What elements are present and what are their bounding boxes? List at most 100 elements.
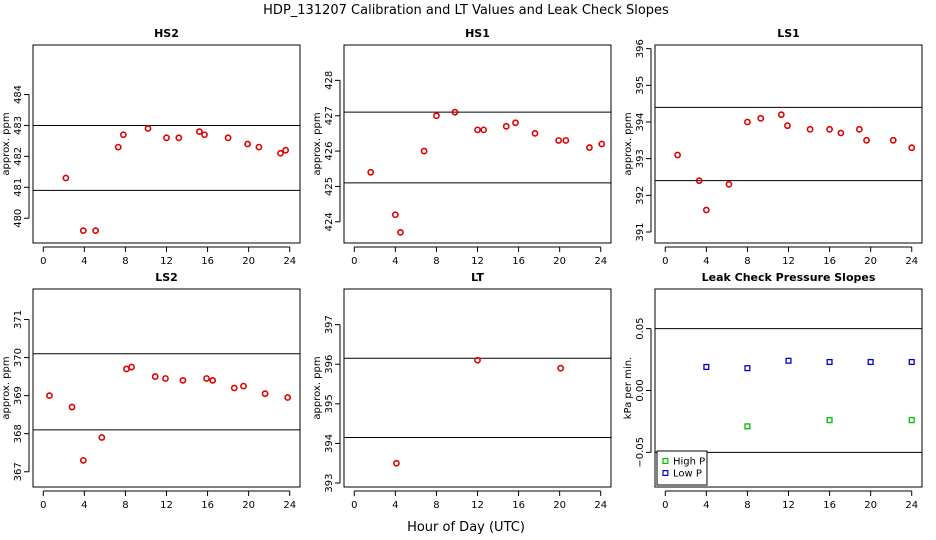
y-axis-label: approx. ppm [312,112,323,175]
figure-title: HDP_131207 Calibration and LT Values and… [263,3,669,18]
plot-frame [654,288,923,488]
y-tick-label: −0.05 [635,437,646,468]
y-tick-label: 396 [324,355,335,374]
x-tick-label: 8 [744,500,750,511]
x-tick-label: 4 [703,256,709,267]
y-tick-label: 393 [324,473,335,492]
y-tick-label: 393 [635,149,646,168]
data-point [277,149,284,157]
x-tick-label: 12 [471,256,484,267]
chart-panel-4: LS2 0 4 8 12 16 20 24 367 368 369 370 371 approx. ppm [1,271,301,511]
data-point [451,108,459,116]
data-point [68,403,76,411]
data-point [474,356,481,364]
y-tick-label: 397 [324,315,335,334]
y-tick-label: 395 [635,76,646,95]
data-point [62,174,70,182]
x-tick-label: 16 [201,500,214,511]
x-tick-label: 12 [160,500,173,511]
data-point [480,126,488,134]
data-point [144,125,152,132]
plot-frame [32,44,301,244]
x-tick-label: 24 [283,500,296,511]
x-tick-label: 20 [242,500,255,511]
y-tick-label: 481 [13,178,24,197]
plot-frame [654,44,923,244]
legend-marker [662,458,669,465]
y-tick-label: 367 [13,462,24,481]
y-tick-label: 480 [13,209,24,228]
x-tick-label: 20 [242,256,255,267]
y-tick-label: 394 [635,112,646,131]
chart-panel-5: LT 0 4 8 12 16 20 24 393 394 395 396 397 approx. ppm [312,271,612,511]
data-point [757,114,765,122]
data-point [162,375,169,382]
y-tick-label: 0.00 [635,379,646,401]
y-tick-label: 369 [13,386,24,405]
x-tick-label: 16 [823,500,836,511]
x-tick-label: 20 [864,256,877,267]
x-tick-label: 4 [392,256,398,267]
legend-label: High P [673,457,705,468]
data-point [826,125,833,133]
y-tick-label: 396 [635,39,646,58]
data-point [586,144,593,151]
data-point [908,144,916,152]
panel-title: HS2 [154,27,179,40]
data-point [224,134,232,142]
legend-label: Low P [673,469,702,480]
data-point [98,434,106,441]
x-tick-label: 8 [744,256,750,267]
y-tick-label: 0.05 [635,317,646,339]
data-point [255,143,263,151]
panel-title: HS1 [465,27,490,40]
data-point [725,180,733,188]
data-point [209,376,217,384]
y-tick-label: 371 [13,310,24,329]
data-point [863,136,870,144]
x-tick-label: 12 [160,256,173,267]
y-axis-label: approx. ppm [1,356,12,419]
data-point [284,394,292,401]
data-point [674,151,681,159]
data-point [397,228,404,236]
data-point [420,147,428,155]
x-tick-label: 8 [433,500,439,511]
data-point [282,146,290,154]
y-tick-label: 427 [324,106,335,125]
y-tick-label: 484 [13,85,24,104]
data-point [203,375,210,382]
data-point [695,177,703,185]
y-tick-label: 425 [324,177,335,196]
data-point [562,137,570,144]
data-point [261,390,269,398]
data-point [502,122,510,130]
data-point [744,118,751,126]
y-tick-label: 482 [13,147,24,166]
x-tick-label: 24 [594,500,607,511]
x-tick-label: 12 [471,500,484,511]
chart-panel-2: HS1 0 4 8 12 16 20 24 424 425 426 427 428 approx. ppm [312,27,612,267]
y-axis-label: approx. ppm [623,112,634,175]
data-point [531,129,539,137]
y-tick-label: 426 [324,142,335,161]
data-point [889,136,897,144]
x-tick-label: 4 [703,500,709,511]
x-tick-label: 0 [662,256,668,267]
x-tick-label: 24 [283,256,296,267]
x-tick-label: 24 [905,256,918,267]
panel-title: LS2 [155,271,178,284]
data-point [367,168,375,176]
data-point [201,131,208,139]
data-point [784,122,791,130]
data-point [119,131,127,139]
y-tick-label: 483 [13,116,24,135]
data-point [79,227,87,235]
data-point [46,392,53,400]
x-tick-label: 4 [81,256,87,267]
y-tick-label: 424 [324,212,335,231]
data-point [777,111,785,119]
